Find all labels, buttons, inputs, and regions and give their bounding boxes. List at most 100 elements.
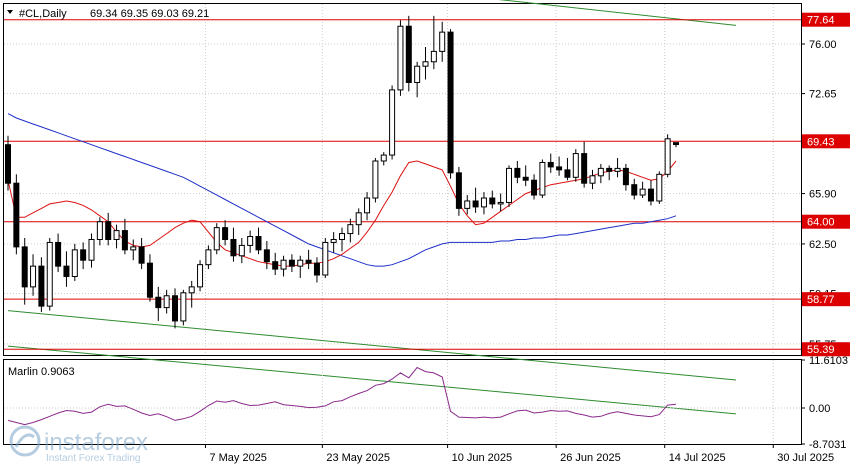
level-tag — [802, 342, 850, 357]
candle-body — [514, 167, 521, 178]
candle-body — [188, 286, 195, 294]
candle-body — [105, 221, 112, 240]
candle-body — [531, 179, 538, 196]
price-tick-label: 76.00 — [809, 39, 837, 51]
candle-body — [506, 167, 512, 203]
candle-body — [96, 221, 103, 240]
logo-swirl-icon — [14, 433, 35, 448]
price-tick-label: 65.90 — [809, 189, 837, 201]
channel-line — [498, 0, 737, 26]
triangle-down-icon[interactable] — [7, 10, 13, 14]
candle-body — [230, 238, 237, 257]
candle-body — [213, 227, 220, 251]
candle-body — [38, 265, 45, 307]
candle-body — [639, 188, 646, 196]
candle-body — [263, 249, 270, 263]
time-tick-label: 30 Jul 2025 — [777, 452, 834, 464]
candle-body — [46, 241, 53, 307]
candle-body — [155, 296, 162, 309]
candle-body — [497, 201, 504, 205]
candle-body — [71, 249, 78, 278]
candle-body — [614, 167, 621, 172]
level-tag-label: 64.00 — [807, 217, 835, 229]
price-tick-label: 62.50 — [809, 239, 837, 251]
candle-body — [21, 246, 28, 288]
level-tag — [802, 292, 850, 307]
candle-body — [464, 200, 471, 209]
candle-body — [539, 161, 546, 196]
candle-body — [597, 167, 604, 177]
time-tick-label: 10 Jun 2025 — [452, 452, 513, 464]
candle-body — [272, 261, 279, 270]
osc-tick-label: 0.00 — [809, 403, 830, 415]
candle-body — [397, 25, 404, 91]
oscillator-label: Marlin 0.9063 — [8, 366, 75, 378]
candle-body — [163, 295, 170, 309]
candle-body — [581, 153, 588, 184]
candle-body — [673, 142, 679, 146]
oscillator-grid — [4, 360, 801, 444]
main-plot[interactable] — [4, 0, 801, 415]
candle-body — [113, 230, 120, 240]
watermark-tagline: Instant Forex Trading — [46, 453, 141, 464]
candle-body — [622, 167, 629, 186]
candle-body — [322, 241, 329, 276]
candle-body — [138, 246, 145, 264]
candle-body — [330, 238, 337, 243]
level-tag-label: 69.43 — [807, 136, 835, 148]
marlin-polyline — [7, 366, 677, 426]
candle-body — [88, 238, 95, 261]
level-tag-label: 55.39 — [807, 344, 835, 356]
candle-body — [5, 144, 11, 184]
candle-body — [238, 244, 245, 257]
price-grid — [4, 4, 801, 355]
candle-body — [430, 50, 437, 63]
symbol-title: #CL,Daily — [19, 8, 67, 20]
candle-body — [447, 31, 454, 174]
candle-body — [197, 264, 204, 288]
candle-body — [405, 25, 412, 83]
level-tags: 77.64 69.43 64.00 58.77 55.39 — [802, 12, 850, 357]
candle-body — [589, 175, 596, 184]
candle-body — [339, 233, 345, 240]
candle-body — [80, 249, 87, 261]
candle-body — [297, 259, 304, 267]
oscillator-axis: 11.6103 0.00 -8.7031 — [801, 355, 848, 451]
candle-body — [522, 176, 529, 181]
candle-body — [180, 292, 187, 322]
green-channel-lines — [7, 0, 737, 415]
candle-body — [556, 166, 563, 171]
channel-line — [7, 310, 737, 381]
candle-body — [631, 184, 638, 196]
candle-body — [664, 138, 671, 175]
candle-body — [347, 224, 354, 235]
candle-body — [313, 262, 320, 276]
marlin-line — [7, 366, 677, 426]
candle-body — [280, 259, 287, 270]
candle-body — [13, 182, 20, 248]
candle-body — [364, 197, 371, 214]
candle-body — [305, 259, 312, 264]
osc-tick-label: 11.6103 — [809, 355, 848, 367]
ohlc-values: 69.34 69.35 69.03 69.21 — [90, 8, 209, 20]
candle-body — [63, 265, 70, 278]
candle-body — [647, 188, 654, 202]
candle-body — [455, 172, 462, 209]
candle-body — [414, 65, 421, 83]
candle-body — [547, 161, 554, 168]
candle-body — [222, 227, 229, 240]
oscillator-plot[interactable] — [4, 360, 801, 444]
level-tag-label: 77.64 — [807, 15, 835, 27]
candle-body — [146, 262, 153, 298]
candle-body — [439, 31, 446, 52]
candle-body — [380, 154, 387, 162]
level-tag — [802, 134, 850, 149]
candle-body — [372, 160, 379, 199]
candle-body — [247, 236, 254, 246]
level-tag — [802, 214, 850, 229]
logo-icon — [9, 425, 41, 457]
candle-body — [288, 259, 295, 267]
level-tag-label: 58.77 — [807, 294, 835, 306]
candle-body — [355, 212, 362, 226]
